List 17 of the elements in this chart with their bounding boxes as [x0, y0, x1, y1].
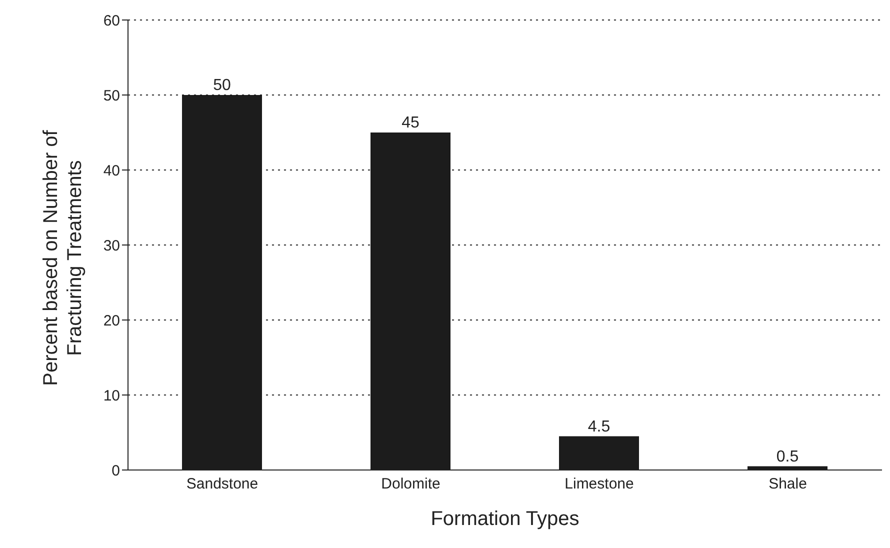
y-tick-label: 0 — [112, 462, 120, 480]
y-tick-label: 30 — [103, 237, 120, 254]
y-tick-label: 20 — [103, 312, 120, 330]
y-tick-label: 60 — [103, 12, 120, 30]
y-axis-title: Percent based on Number of Fracturing Treatments — [39, 129, 87, 388]
data-label: 50 — [213, 77, 231, 94]
data-label: 4.5 — [588, 418, 610, 436]
x-tick-label: Sandstone — [186, 476, 258, 493]
x-tick-label: Limestone — [564, 476, 634, 493]
x-tick-label: Shale — [768, 476, 807, 493]
y-tick-label: 10 — [103, 387, 120, 404]
data-label: 0.5 — [776, 448, 799, 466]
y-tick-label: 40 — [103, 162, 120, 180]
x-tick-label: Dolomite — [381, 476, 440, 493]
data-label: 45 — [402, 114, 420, 132]
x-axis-title: Formation Types — [430, 508, 580, 531]
y-tick-label: 50 — [103, 87, 120, 104]
